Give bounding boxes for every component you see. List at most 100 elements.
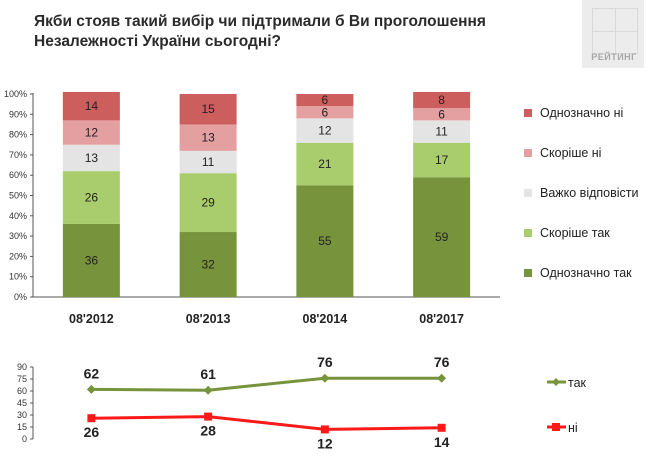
logo-grid-icon [592,8,638,54]
x-tick-label: 08'2017 [419,312,464,326]
bar-segment [296,185,354,297]
bar-segment [179,150,237,174]
bar-segment [413,120,471,143]
data-label: 12 [318,124,332,138]
data-label: 12 [317,435,333,451]
series-line [91,376,442,392]
legend-swatch [524,269,532,277]
bar-segment [62,91,120,121]
y-tick-label: 60% [9,170,27,180]
data-label: 29 [201,196,215,210]
bar-segment [413,91,471,109]
data-point [203,385,213,395]
y-tick-label: 20% [9,251,27,261]
legend-swatch [524,229,532,237]
y-tick-label: 75 [17,374,27,384]
bar-segment [179,124,237,151]
data-label: 32 [201,258,215,272]
data-label: 11 [202,155,215,169]
y-tick-label: 10% [9,272,27,282]
bar-segment [413,108,471,121]
data-point [86,384,96,394]
data-label: 62 [84,365,100,381]
legend-label: Скоріше ні [540,146,601,160]
bar-segment [296,142,354,186]
bar-segment [296,118,354,143]
bar-segment [179,232,237,297]
bar-segment [62,223,120,297]
y-tick-label: 100% [4,89,27,99]
data-point [437,423,446,432]
data-label: 15 [201,102,215,116]
bar-segment [62,120,120,145]
data-label: 6 [438,107,445,121]
data-label: 76 [434,354,450,370]
data-label: 59 [435,230,449,244]
y-tick-label: 0% [14,292,27,302]
data-label: 13 [201,131,215,145]
y-tick-label: 15 [17,422,27,432]
data-label: 61 [200,366,216,382]
x-tick-label: 08'2012 [69,312,114,326]
data-label: 26 [84,424,100,440]
legend-label: так [568,376,587,390]
y-tick-label: 40% [9,211,27,221]
data-label: 14 [85,99,99,113]
y-tick-label: 60 [17,386,27,396]
data-label: 26 [85,191,99,205]
legend-marker [552,378,560,386]
data-label: 28 [200,423,216,439]
bar-segment [296,106,354,119]
data-label: 14 [434,434,450,450]
data-label: 17 [435,153,449,167]
bar-segment [62,171,120,224]
data-label: 55 [318,234,332,248]
y-tick-label: 90 [17,362,27,372]
data-point [437,373,447,383]
data-point [87,414,96,423]
rating-logo: РЕЙТИНГ [582,0,644,68]
bar-segment [413,142,471,178]
data-label: 6 [322,105,329,119]
y-tick-label: 90% [9,109,27,119]
bar-segment [296,94,354,107]
data-point [320,373,330,383]
bar-segment [179,173,237,233]
bar-segment [62,144,120,172]
legend-swatch [524,109,532,117]
logo-text: РЕЙТИНГ [591,52,637,62]
data-label: 6 [322,93,329,107]
legend-label: ні [568,421,578,435]
data-label: 21 [318,157,332,171]
legend-swatch [524,149,532,157]
y-tick-label: 30 [17,410,27,420]
legend-swatch [524,189,532,197]
bar-segment [179,94,237,125]
bar-segment [413,177,471,297]
y-tick-label: 80% [9,130,27,140]
data-point [204,412,213,421]
data-label: 36 [85,253,99,267]
legend-label: Скоріше так [540,226,610,240]
y-tick-label: 30% [9,231,27,241]
data-label: 8 [438,93,445,107]
y-tick-label: 0 [22,434,27,444]
y-tick-label: 45 [17,398,27,408]
legend-label: Важко відповісти [540,186,639,200]
x-tick-label: 08'2014 [303,312,348,326]
legend-label: Однозначно ні [540,106,623,120]
y-tick-label: 50% [9,191,27,201]
data-label: 12 [85,126,99,140]
data-point [320,425,329,434]
series-line [91,415,442,431]
x-tick-label: 08'2013 [186,312,231,326]
data-label: 11 [435,125,448,139]
data-label: 76 [317,354,333,370]
legend-marker [552,423,560,431]
legend-label: Однозначно так [540,266,632,280]
chart-title: Якби стояв такий вибір чи підтримали б В… [34,13,486,50]
data-label: 13 [85,151,99,165]
y-tick-label: 70% [9,150,27,160]
